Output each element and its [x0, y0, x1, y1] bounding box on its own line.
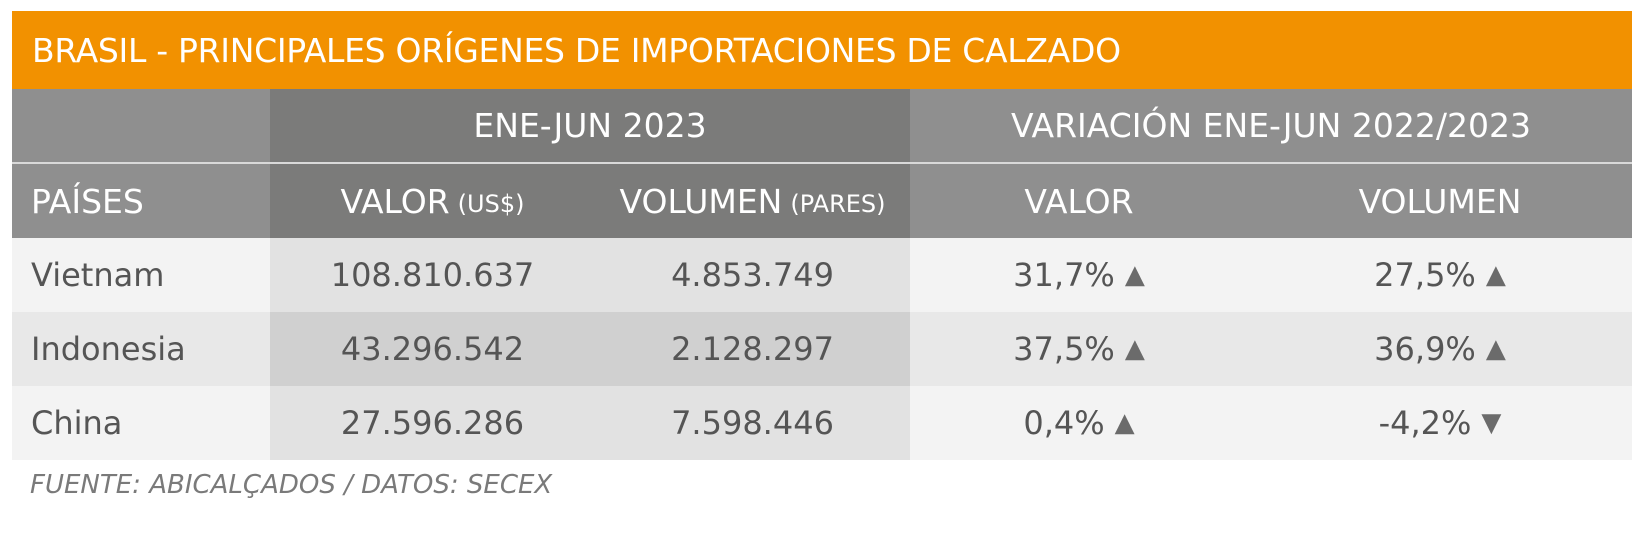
table-title: BRASIL - PRINCIPALES ORÍGENES DE IMPORTA…	[12, 11, 1632, 89]
var-volume-text: 27,5%	[1374, 256, 1476, 294]
arrow-up-icon: ▲	[1124, 334, 1145, 364]
cell-var-volume: 36,9% ▲	[1248, 312, 1632, 386]
var-volume-text: -4,2%	[1378, 404, 1472, 442]
column-header-row: PAÍSES VALOR (US$) VOLUMEN (PARES) VALOR V…	[12, 164, 1632, 238]
header-volume-unit: (PARES)	[790, 190, 886, 218]
cell-volume: 4.853.749	[595, 238, 910, 312]
header-volume-label: VOLUMEN	[619, 181, 783, 221]
cell-country: Vietnam	[12, 238, 270, 312]
table-row: Indonesia 43.296.542 2.128.297 37,5% ▲ 36…	[12, 312, 1632, 386]
table-row: Vietnam 108.810.637 4.853.749 31,7% ▲ 27,…	[12, 238, 1632, 312]
header-country-label: PAÍSES	[31, 181, 144, 221]
cell-var-value: 0,4% ▲	[910, 386, 1248, 460]
cell-value: 43.296.542	[270, 312, 595, 386]
group-header-row: ENE-JUN 2023 VARIACIÓN ENE-JUN 2022/2023	[12, 89, 1632, 164]
cell-var-value: 37,5% ▲	[910, 312, 1248, 386]
arrow-down-icon: ▼	[1481, 408, 1502, 438]
cell-country: China	[12, 386, 270, 460]
import-table: BRASIL - PRINCIPALES ORÍGENES DE IMPORTA…	[12, 11, 1632, 460]
group-header-period: ENE-JUN 2023	[270, 89, 910, 162]
arrow-up-icon: ▲	[1124, 260, 1145, 290]
header-volume: VOLUMEN (PARES)	[595, 164, 910, 238]
header-value-label: VALOR	[340, 181, 450, 221]
header-value: VALOR (US$)	[270, 164, 595, 238]
header-var-value: VALOR	[910, 164, 1248, 238]
cell-value: 27.596.286	[270, 386, 595, 460]
table-row: China 27.596.286 7.598.446 0,4% ▲ -4,2% ▼	[12, 386, 1632, 460]
var-volume-text: 36,9%	[1374, 330, 1476, 368]
cell-var-volume: -4,2% ▼	[1248, 386, 1632, 460]
arrow-up-icon: ▲	[1485, 334, 1506, 364]
cell-var-volume: 27,5% ▲	[1248, 238, 1632, 312]
cell-volume: 7.598.446	[595, 386, 910, 460]
group-header-variation: VARIACIÓN ENE-JUN 2022/2023	[910, 89, 1632, 162]
var-value-text: 37,5%	[1013, 330, 1115, 368]
var-value-text: 31,7%	[1013, 256, 1115, 294]
var-value-text: 0,4%	[1023, 404, 1105, 442]
group-header-blank	[12, 89, 270, 162]
arrow-up-icon: ▲	[1485, 260, 1506, 290]
cell-var-value: 31,7% ▲	[910, 238, 1248, 312]
header-value-unit: (US$)	[457, 190, 525, 218]
header-var-volume-label: VOLUMEN	[1358, 181, 1522, 221]
source-note: FUENTE: ABICALÇADOS / DATOS: SECEX	[30, 470, 553, 500]
cell-value: 108.810.637	[270, 238, 595, 312]
cell-country: Indonesia	[12, 312, 270, 386]
header-var-volume: VOLUMEN	[1248, 164, 1632, 238]
arrow-up-icon: ▲	[1114, 408, 1135, 438]
header-var-value-label: VALOR	[1024, 181, 1134, 221]
cell-volume: 2.128.297	[595, 312, 910, 386]
header-country: PAÍSES	[12, 164, 270, 238]
